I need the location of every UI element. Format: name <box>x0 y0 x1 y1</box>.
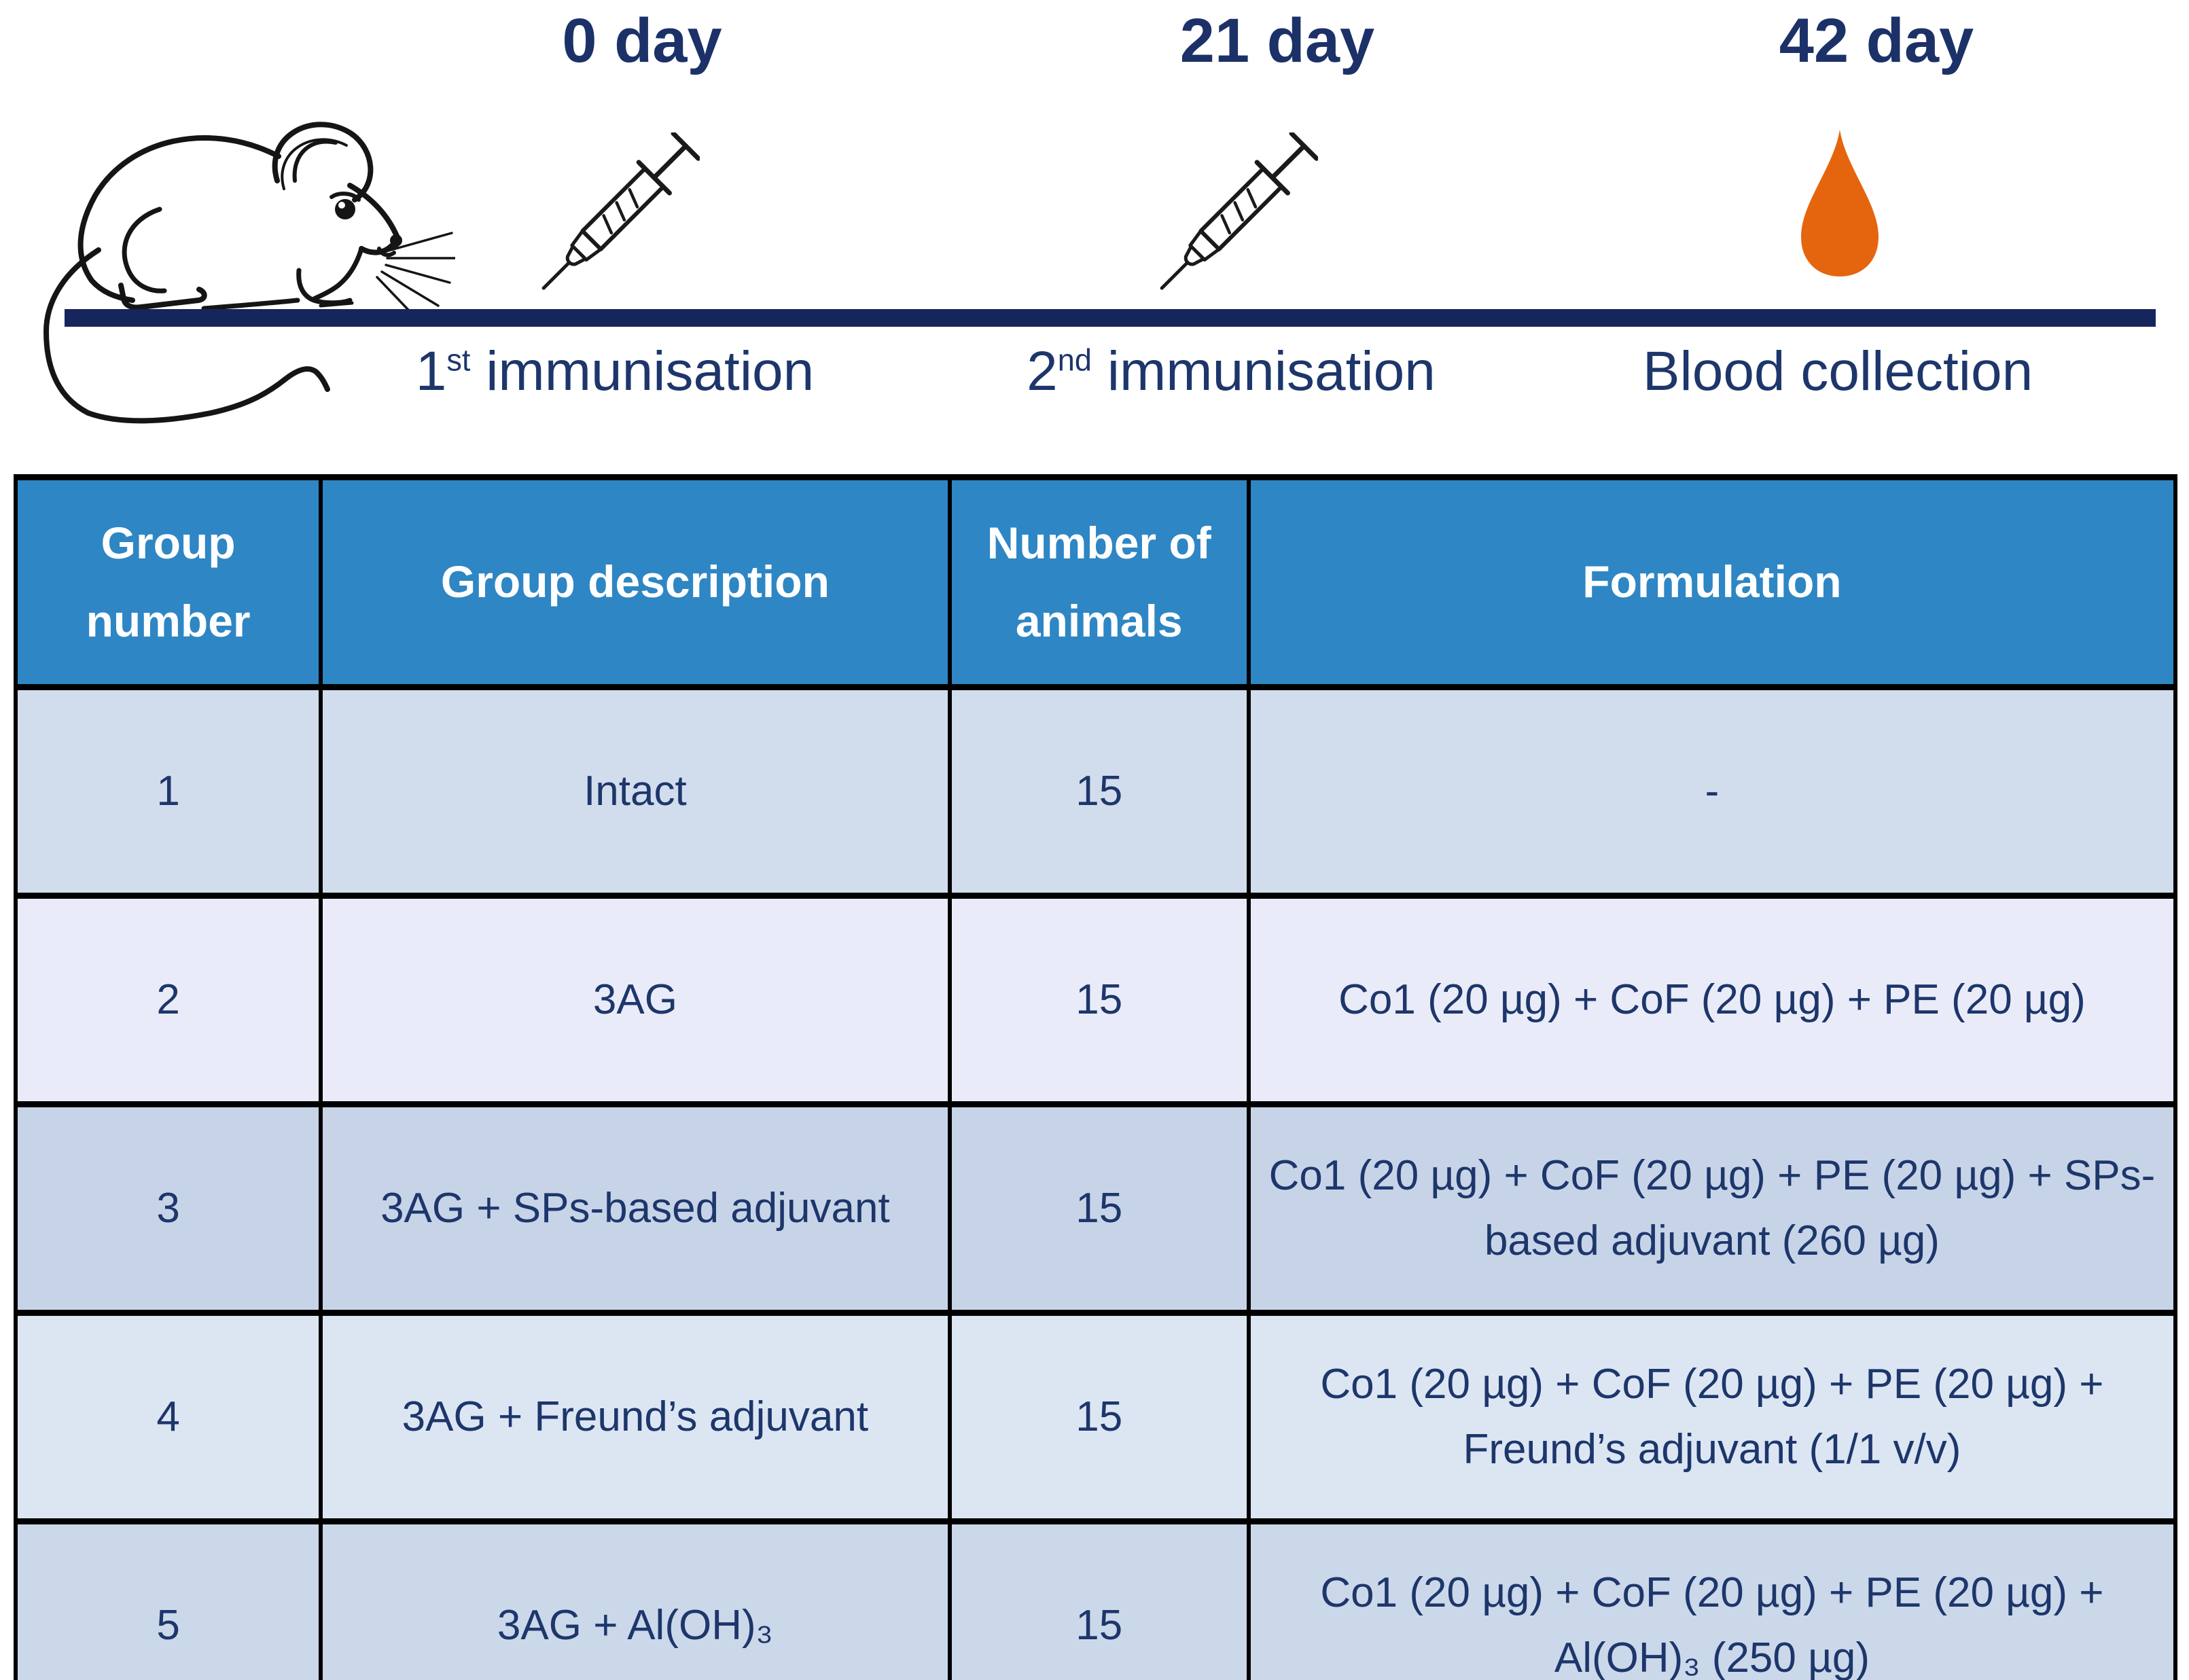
ordinal-number: 1 <box>415 340 447 402</box>
table-row: 5 3AG + Al(OH)₃ 15 Co1 (20 µg) + CoF (20… <box>13 1518 2178 1680</box>
group-number-cell: 4 <box>13 1310 323 1524</box>
mouse-icon <box>7 107 455 427</box>
ordinal-suffix: st <box>446 342 471 378</box>
group-number-cell: 5 <box>13 1518 323 1680</box>
number-of-animals-cell: 15 <box>947 1101 1251 1316</box>
timeline-section: 0 day 21 day 42 day <box>0 0 2189 474</box>
header-group-number: Group number <box>13 474 323 690</box>
number-of-animals-cell: 15 <box>947 684 1251 899</box>
study-design-table: Group number Group description Number of… <box>13 474 2178 1680</box>
syringe-icon <box>1141 132 1318 302</box>
group-description-cell: 3AG + Al(OH)₃ <box>319 1518 952 1680</box>
header-group-description: Group description <box>319 474 952 690</box>
formulation-cell: - <box>1246 684 2178 899</box>
table-row: 2 3AG 15 Co1 (20 µg) + CoF (20 µg) + PE … <box>13 893 2178 1107</box>
formulation-cell: Co1 (20 µg) + CoF (20 µg) + PE (20 µg) +… <box>1246 1101 2178 1316</box>
table-row: 1 Intact 15 - <box>13 684 2178 899</box>
group-number-cell: 2 <box>13 893 323 1107</box>
caption-text: immunisation <box>1091 340 1436 402</box>
number-of-animals-cell: 15 <box>947 1310 1251 1524</box>
ordinal-suffix: nd <box>1057 342 1092 378</box>
ordinal-number: 2 <box>1027 340 1058 402</box>
syringe-icon <box>523 132 700 302</box>
table-row: 4 3AG + Freund’s adjuvant 15 Co1 (20 µg)… <box>13 1310 2178 1524</box>
blood-drop-icon <box>1789 124 1891 282</box>
day-label-21: 21 day <box>1179 6 1375 75</box>
caption-text: immunisation <box>470 340 815 402</box>
formulation-cell: Co1 (20 µg) + CoF (20 µg) + PE (20 µg) +… <box>1246 1518 2178 1680</box>
caption-first-immunisation: 1st immunisation <box>416 340 815 404</box>
group-description-cell: Intact <box>319 684 952 899</box>
group-number-cell: 3 <box>13 1101 323 1316</box>
group-description-cell: 3AG <box>319 893 952 1107</box>
caption-blood-collection: Blood collection <box>1642 340 2033 402</box>
formulation-cell: Co1 (20 µg) + CoF (20 µg) + PE (20 µg) +… <box>1246 1310 2178 1524</box>
caption-second-immunisation: 2nd immunisation <box>1027 340 1436 404</box>
number-of-animals-cell: 15 <box>947 893 1251 1107</box>
day-label-0: 0 day <box>562 6 722 75</box>
group-description-cell: 3AG + SPs-based adjuvant <box>319 1101 952 1316</box>
timeline-bar <box>65 309 2156 327</box>
header-number-of-animals: Number of animals <box>947 474 1251 690</box>
number-of-animals-cell: 15 <box>947 1518 1251 1680</box>
group-description-cell: 3AG + Freund’s adjuvant <box>319 1310 952 1524</box>
day-label-42: 42 day <box>1779 6 1974 75</box>
table-row: 3 3AG + SPs-based adjuvant 15 Co1 (20 µg… <box>13 1101 2178 1316</box>
formulation-cell: Co1 (20 µg) + CoF (20 µg) + PE (20 µg) <box>1246 893 2178 1107</box>
header-formulation: Formulation <box>1246 474 2178 690</box>
group-number-cell: 1 <box>13 684 323 899</box>
table-header-row: Group number Group description Number of… <box>13 474 2178 690</box>
